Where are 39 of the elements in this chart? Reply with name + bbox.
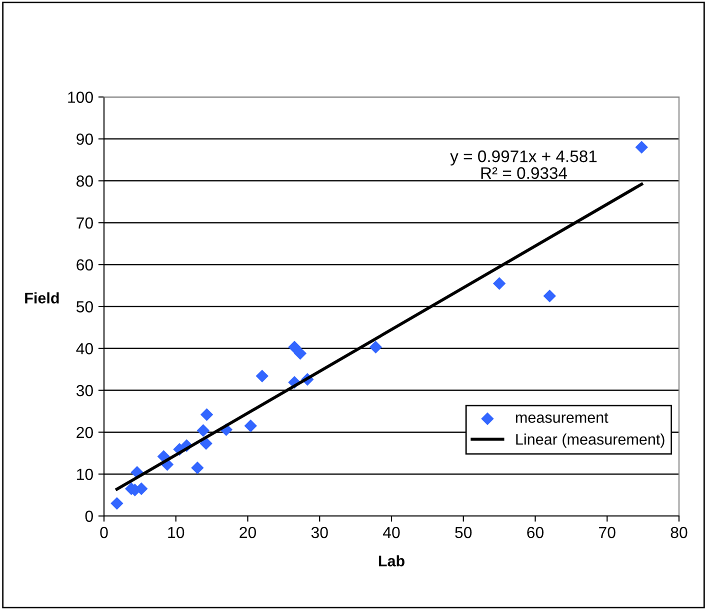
x-tick-label: 70 <box>599 526 616 538</box>
x-tick-label: 80 <box>670 526 688 538</box>
x-axis-title: Lab <box>378 555 404 566</box>
point <box>200 437 212 450</box>
x-tick-label: 40 <box>382 526 400 538</box>
y-tick-label: 90 <box>76 134 93 145</box>
y-tick-label: 10 <box>77 468 93 480</box>
annotation: y = 0.9971x + 4.581 <box>450 150 597 166</box>
point <box>543 290 556 302</box>
y-tick-label: 80 <box>76 175 93 187</box>
point <box>288 340 301 354</box>
x-tick-label: 0 <box>100 526 108 538</box>
y-tick-label: 100 <box>68 92 93 103</box>
point <box>635 140 648 154</box>
legend-label: measurement <box>516 412 608 423</box>
y-tick-label: 40 <box>76 343 93 354</box>
x-tick-label: 60 <box>527 526 544 538</box>
y-tick-label: 0 <box>85 510 93 522</box>
point <box>191 461 204 474</box>
point <box>110 497 124 510</box>
y-tick-label: 60 <box>76 259 93 271</box>
point <box>492 277 506 290</box>
point <box>256 370 268 382</box>
point <box>200 408 214 421</box>
x-tick-label: 20 <box>240 526 256 538</box>
point <box>244 420 257 432</box>
y-axis-title: Field <box>25 292 59 304</box>
annotation: R² = 0.9334 <box>481 167 568 179</box>
x-tick-label: 50 <box>455 526 472 538</box>
y-tick-label: 30 <box>76 384 93 396</box>
point <box>369 340 382 354</box>
point <box>294 347 307 360</box>
y-tick-label: 70 <box>76 217 93 229</box>
point <box>196 424 210 437</box>
x-tick-label: 30 <box>311 526 328 538</box>
x-tick-label: 10 <box>168 526 184 538</box>
y-tick-label: 20 <box>76 426 93 438</box>
legend-label: Linear (measurement) <box>516 434 664 448</box>
y-tick-label: 50 <box>76 301 93 312</box>
